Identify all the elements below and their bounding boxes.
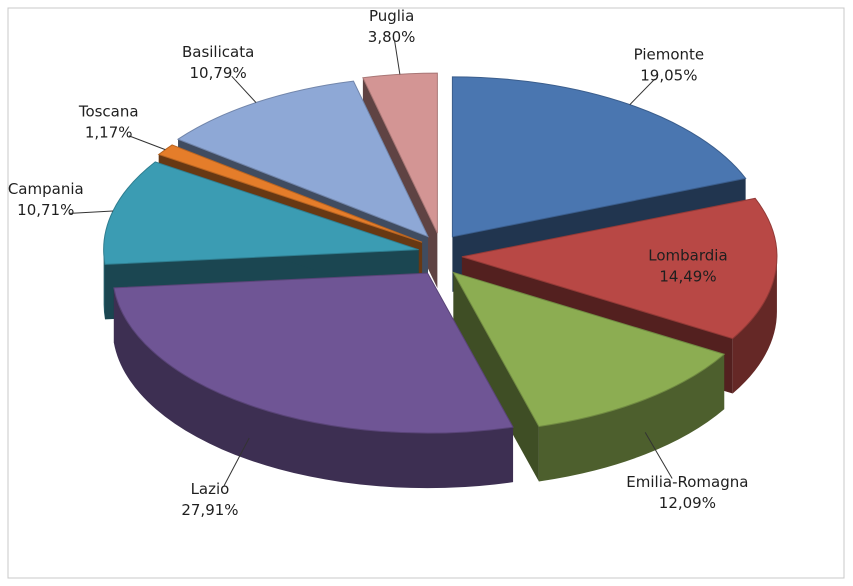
slice-wall: [453, 272, 539, 482]
leader-line: [629, 78, 656, 105]
leader-line: [69, 210, 114, 214]
slice: [113, 272, 514, 434]
slice: [176, 80, 429, 238]
slice-label: Emilia-Romagna: [626, 473, 748, 491]
slice-side: [113, 287, 514, 489]
slice-value-label: 12,09%: [659, 494, 716, 512]
slice: [461, 197, 778, 340]
slice-label: Basilicata: [182, 43, 254, 61]
slice-value-label: 10,79%: [190, 64, 247, 82]
slice-side: [103, 249, 105, 320]
slice-side: [732, 256, 777, 394]
slice-label: Lazio: [191, 480, 230, 498]
leader-line: [394, 40, 401, 75]
slice: [362, 72, 438, 234]
slice-value-label: 1,17%: [85, 123, 133, 141]
slice-value-label: 27,91%: [181, 501, 238, 519]
slice-side: [538, 354, 725, 482]
slice-label: Campania: [8, 180, 84, 198]
slice-label: Lombardia: [648, 247, 727, 265]
slice-value-label: 3,80%: [368, 28, 416, 46]
slice-value-label: 10,71%: [17, 201, 74, 219]
leader-line: [644, 432, 673, 479]
slice-label: Toscana: [78, 102, 139, 120]
slice-value-label: 19,05%: [640, 66, 697, 84]
leader-line: [128, 135, 166, 151]
slice: [451, 76, 747, 238]
slice-value-label: 14,49%: [659, 268, 716, 286]
slice: [452, 271, 726, 427]
leader-line: [223, 437, 250, 486]
slice: [157, 144, 423, 243]
leader-line: [231, 75, 257, 103]
slice: [103, 161, 419, 265]
slice-label: Puglia: [369, 7, 414, 25]
slice-label: Piemonte: [634, 45, 705, 63]
